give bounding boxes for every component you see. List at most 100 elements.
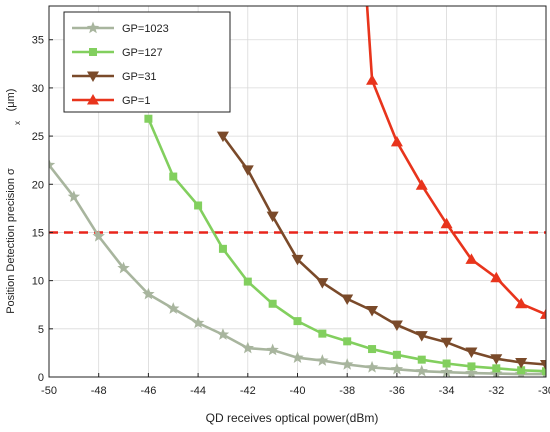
y-tick-label: 30 — [32, 83, 44, 95]
x-tick-label: -32 — [488, 385, 504, 397]
y-tick-label: 15 — [32, 227, 44, 239]
x-tick-label: -40 — [290, 385, 306, 397]
data-point — [415, 364, 428, 377]
data-point — [167, 302, 180, 314]
y-tick-label: 10 — [32, 276, 44, 288]
data-point — [365, 360, 379, 373]
x-axis-ticks: -50 -48 -46 -44 -42 -40 -38 -36 -34 -32 -30 — [41, 373, 550, 397]
series-line — [365, 6, 546, 316]
x-tick-label: -34 — [439, 385, 455, 397]
x-axis-label: QD receives optical power(dBm) — [206, 411, 379, 425]
series-layer — [49, 6, 546, 377]
x-tick-label: -42 — [240, 385, 256, 397]
data-point — [542, 367, 546, 376]
data-point — [390, 320, 403, 331]
data-point — [440, 365, 453, 377]
y-tick-label: 25 — [32, 131, 44, 143]
legend-item: GP=31 — [72, 71, 157, 83]
y-axis-label-text: Position Detection precision σ — [5, 168, 17, 314]
data-point — [316, 354, 329, 366]
data-point — [492, 364, 501, 373]
data-point — [490, 354, 503, 365]
series-gp-31 — [216, 131, 546, 371]
data-point — [266, 211, 279, 223]
data-point — [465, 366, 478, 377]
data-point — [540, 359, 546, 371]
series-gp-127 — [144, 114, 546, 376]
data-point — [517, 366, 526, 375]
legend-label: GP=1023 — [122, 23, 169, 35]
data-point — [540, 308, 546, 319]
x-tick-label: -36 — [389, 385, 405, 397]
y-axis-ticks: 0 5 10 15 20 25 30 35 — [32, 35, 53, 384]
data-point — [241, 165, 254, 176]
data-point — [291, 254, 304, 266]
data-point — [241, 341, 254, 354]
legend-item: GP=1023 — [72, 21, 169, 35]
data-point — [117, 261, 130, 274]
legend-swatch-marker — [89, 48, 97, 56]
data-point — [318, 329, 327, 338]
x-tick-label: -46 — [140, 385, 156, 397]
series-gp-1 — [365, 6, 546, 319]
data-point — [392, 350, 401, 359]
y-axis-label-subscript: x — [13, 121, 22, 125]
x-tick-label: -48 — [91, 385, 107, 397]
data-point — [266, 343, 279, 356]
data-point — [415, 179, 428, 190]
series-line — [221, 135, 546, 366]
data-point — [67, 190, 81, 203]
legend-item: GP=127 — [72, 47, 163, 59]
legend-label: GP=127 — [122, 47, 163, 59]
data-point — [49, 158, 56, 171]
data-point — [465, 253, 478, 264]
data-point — [92, 229, 105, 242]
data-point — [490, 271, 503, 283]
series-gp-1023 — [49, 158, 546, 377]
data-point — [390, 362, 404, 375]
y-tick-label: 5 — [38, 324, 44, 336]
data-point — [366, 74, 379, 85]
y-tick-label: 20 — [32, 179, 44, 191]
legend-swatch-marker — [87, 71, 99, 82]
data-point — [415, 331, 428, 342]
legend-label: GP=1 — [122, 95, 150, 107]
data-point — [440, 217, 453, 229]
legend-swatch-marker — [87, 94, 99, 105]
x-tick-label: -50 — [41, 385, 57, 397]
data-point — [417, 355, 426, 364]
data-point — [142, 287, 155, 300]
data-point — [341, 357, 354, 370]
y-tick-label: 0 — [38, 372, 44, 384]
data-point — [218, 244, 227, 253]
data-point — [467, 362, 476, 371]
y-axis-label-unit: (μm) — [5, 89, 17, 112]
data-point — [440, 337, 453, 349]
data-point — [390, 135, 403, 147]
data-point — [216, 328, 230, 340]
x-tick-label: -44 — [190, 385, 206, 397]
data-point — [268, 299, 277, 308]
legend-swatch-marker — [86, 21, 100, 34]
data-point — [442, 359, 451, 368]
legend-item: GP=1 — [72, 94, 150, 107]
legend-label: GP=31 — [122, 71, 157, 83]
data-point — [291, 351, 304, 363]
data-point — [343, 337, 352, 346]
data-point — [366, 306, 379, 317]
data-point — [194, 201, 203, 210]
legend: GP=1023 GP=127 GP=31 GP=1 — [63, 11, 231, 113]
data-point — [316, 278, 329, 289]
data-point — [169, 172, 178, 181]
data-point — [144, 114, 153, 123]
data-point — [465, 347, 478, 358]
y-tick-label: 35 — [32, 35, 44, 47]
data-point — [515, 358, 528, 369]
data-point — [216, 131, 229, 143]
data-point — [368, 345, 377, 354]
data-point — [191, 316, 205, 329]
data-point — [293, 317, 302, 326]
x-tick-label: -30 — [538, 385, 550, 397]
